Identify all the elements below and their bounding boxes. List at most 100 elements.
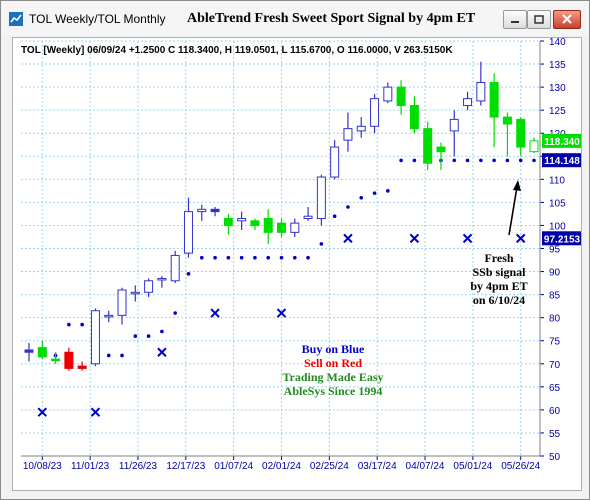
price-tag — [542, 133, 581, 148]
y-tick-label: 100 — [549, 221, 566, 232]
candle-body — [51, 358, 61, 362]
y-tick-label: 95 — [549, 245, 561, 256]
support-dot — [133, 334, 138, 338]
support-dot — [399, 158, 403, 163]
candle-body — [263, 218, 273, 233]
y-tick-label: 135 — [549, 60, 566, 71]
title-bar[interactable]: TOL Weekly/TOL Monthly AbleTrend Fresh S… — [1, 1, 589, 35]
candle-body — [516, 118, 526, 148]
candle-body — [383, 86, 393, 102]
annotation-line: on 6/10/24 — [473, 293, 525, 307]
x-tick-label: 11/26/23 — [119, 461, 158, 472]
support-dot — [173, 311, 177, 315]
candle-body — [64, 351, 74, 369]
y-tick-label: 60 — [549, 406, 561, 417]
support-dot — [239, 255, 244, 260]
candle-body — [210, 208, 220, 213]
x-signal-marker — [90, 407, 101, 417]
candle-body — [117, 289, 127, 316]
candle-body — [356, 125, 366, 132]
x-signal-marker — [157, 347, 167, 357]
x-tick-label: 11/01/23 — [71, 461, 110, 472]
support-dot — [186, 272, 191, 276]
support-dot — [292, 255, 297, 260]
close-button[interactable] — [553, 10, 581, 29]
candle-body — [183, 211, 193, 254]
support-dot — [160, 329, 164, 334]
price-tag — [542, 231, 581, 246]
x-tick-label: 02/01/24 — [262, 461, 301, 472]
candle-body — [303, 215, 313, 220]
x-signal-marker — [210, 308, 220, 318]
y-tick-label: 130 — [549, 83, 566, 94]
candle-body — [144, 280, 154, 293]
y-tick-label: 90 — [549, 268, 561, 279]
support-dot — [253, 255, 257, 260]
legend-sell-on-red: Sell on Red — [304, 356, 362, 370]
candle-body — [237, 218, 247, 222]
support-dot — [319, 242, 324, 246]
x-signal-marker — [37, 407, 47, 417]
support-dot — [359, 195, 364, 200]
support-dot — [332, 214, 337, 219]
support-dot — [120, 353, 124, 358]
legend-buy-on-blue: Buy on Blue — [302, 342, 365, 356]
candle-body — [463, 98, 473, 107]
price-chart[interactable]: 1401351301251201151101051009590858075706… — [13, 38, 581, 490]
candle-body — [250, 220, 260, 226]
x-tick-label: 02/25/24 — [310, 461, 349, 472]
y-tick-label: 80 — [549, 314, 561, 325]
minimize-button[interactable] — [503, 10, 527, 29]
candle-body — [502, 116, 512, 125]
restore-icon — [534, 15, 544, 24]
maximize-button[interactable] — [527, 10, 551, 29]
y-tick-label: 55 — [549, 429, 561, 440]
price-tag-label: 97.2153 — [544, 234, 581, 245]
window-title: TOL Weekly/TOL Monthly — [29, 12, 166, 26]
candle-body — [90, 310, 100, 365]
candle-body — [316, 176, 326, 220]
support-dot — [372, 191, 377, 195]
price-tag-label: 114.148 — [544, 156, 580, 167]
candle-body — [489, 82, 499, 118]
candle-body — [449, 118, 459, 132]
candle-body — [529, 140, 539, 153]
support-dot — [452, 158, 457, 163]
support-dot — [226, 255, 231, 260]
x-tick-label: 05/26/24 — [501, 461, 540, 472]
support-dot — [386, 189, 390, 193]
price-tag — [542, 153, 581, 168]
y-tick-label: 50 — [549, 452, 561, 463]
candle-body — [157, 277, 167, 281]
support-dot — [346, 205, 350, 209]
candle-body — [409, 105, 419, 130]
candle-body — [277, 222, 286, 233]
support-dot — [465, 158, 470, 163]
x-tick-label: 03/17/24 — [358, 461, 397, 472]
support-dot — [518, 158, 523, 163]
candle-body — [223, 218, 233, 226]
support-dot — [67, 322, 71, 327]
price-tag-label: 118.340 — [544, 137, 580, 148]
support-dot — [146, 334, 151, 338]
chart-panel[interactable]: 1401351301251201151101051009590858075706… — [12, 37, 582, 491]
annotation-line: Fresh — [484, 251, 513, 265]
candle-body — [104, 314, 114, 318]
support-dot — [199, 255, 204, 260]
x-tick-label: 05/01/24 — [453, 461, 492, 472]
support-dot — [266, 255, 271, 260]
candle-body — [197, 208, 207, 213]
x-signal-marker — [343, 233, 353, 244]
support-dot — [106, 353, 111, 358]
y-tick-label: 85 — [549, 291, 561, 302]
annotation-arrow-shaft — [508, 186, 518, 236]
minimize-icon — [511, 21, 519, 23]
y-tick-label: 75 — [549, 337, 561, 348]
annotation-arrow-head — [513, 180, 521, 191]
candle-body — [343, 128, 353, 141]
support-dot — [279, 255, 284, 260]
candle-body — [330, 146, 340, 178]
candle-body — [370, 98, 380, 127]
x-tick-label: 12/17/23 — [166, 461, 205, 472]
